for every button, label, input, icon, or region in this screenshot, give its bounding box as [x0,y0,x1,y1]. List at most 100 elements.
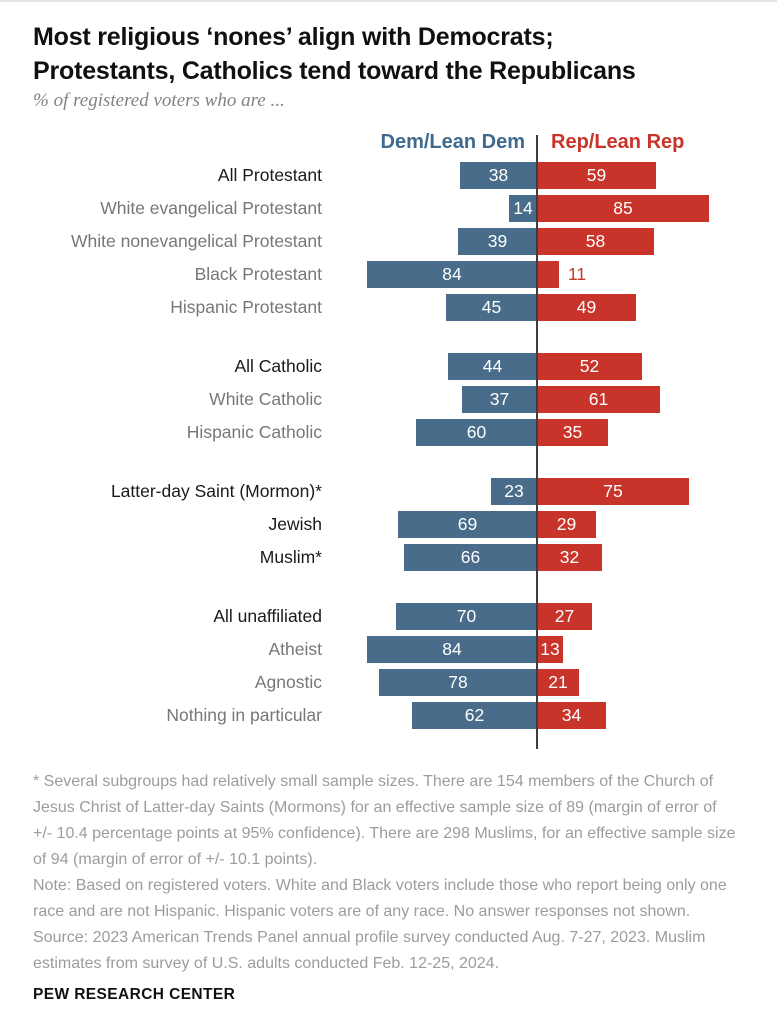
rep-value-label: 61 [588,389,609,409]
dem-bar: 84 [367,636,537,663]
category-label: White nonevangelical Protestant [71,231,322,251]
chart-row: Muslim* 66 32 [0,544,777,571]
chart-group: Latter-day Saint (Mormon)* 23 75 Jewish 69 29… [0,478,777,571]
chart-row: Nothing in particular 62 34 [0,702,777,729]
chart-title: Most religious ‘nones’ align with Democr… [33,20,753,88]
dem-bar: 66 [404,544,537,571]
category-label: All unaffiliated [213,606,322,626]
dem-bar: 44 [448,353,537,380]
dem-bar: 78 [379,669,537,696]
rep-bar: 59 [537,162,656,189]
rep-value-label: 49 [576,297,597,317]
chart-row: All Protestant 38 59 [0,162,777,189]
dem-bar: 38 [460,162,537,189]
footnote-asterisk: * Several subgroups had relatively small… [33,773,736,868]
legend-dem-label: Dem/Lean Dem [380,131,526,153]
chart-group: All Catholic 44 52 White Catholic 37 61 Hispan… [0,353,777,446]
rep-value-label: 13 [540,639,560,659]
rep-value-label: 27 [554,606,575,626]
dem-value-label: 14 [513,198,533,218]
footnotes: * Several subgroups had relatively small… [33,769,739,977]
chart-row: Hispanic Protestant 45 49 [0,294,777,321]
rep-bar: 85 [537,195,709,222]
rep-value-label: 85 [613,198,633,218]
dem-value-label: 70 [456,606,477,626]
rep-value-label: 32 [559,547,580,567]
rep-bar: 29 [537,511,596,538]
chart-group: All Protestant 38 59 White evangelical Prot… [0,162,777,321]
category-label: Muslim* [259,547,322,567]
dem-value-label: 62 [464,705,485,725]
chart-group: All unaffiliated 70 27 Atheist 84 13 Agnostic 7… [0,603,777,729]
chart-title-line2: Protestants, Catholics tend toward the R… [33,57,636,85]
footnote-source: Source: 2023 American Trends Panel annua… [33,929,706,972]
top-border-line [0,0,777,2]
rep-bar: 35 [537,419,608,446]
dem-value-label: 23 [504,481,524,501]
chart-row: White evangelical Protestant 14 85 [0,195,777,222]
rep-value-label: 75 [603,481,623,501]
dem-bar: 45 [446,294,537,321]
rep-bar: 34 [537,702,606,729]
category-label: Jewish [268,514,323,534]
rep-value-label: 52 [579,356,600,376]
footnote-method: Note: Based on registered voters. White … [33,877,727,920]
dem-bar: 84 [367,261,537,288]
dem-value-label: 78 [448,672,468,692]
dem-bar: 37 [462,386,537,413]
category-label: White Catholic [209,389,322,409]
category-label: Agnostic [254,672,322,692]
dem-value-label: 60 [466,422,487,442]
category-label: All Catholic [234,356,322,376]
dem-bar: 60 [416,419,537,446]
dem-value-label: 69 [457,514,478,534]
center-axis-line [536,135,538,749]
dem-bar: 14 [509,195,537,222]
rep-bar: 13 [537,636,563,663]
dem-bar: 23 [491,478,537,505]
rep-bar [537,261,559,288]
category-label: All Protestant [217,165,322,185]
rep-bar: 27 [537,603,592,630]
rep-bar: 21 [537,669,579,696]
category-label: Latter-day Saint (Mormon)* [110,481,322,501]
category-label: Hispanic Protestant [170,297,322,317]
chart-row: White Catholic 37 61 [0,386,777,413]
dem-bar: 62 [412,702,537,729]
rep-value-label: 58 [585,231,606,251]
rep-bar: 32 [537,544,602,571]
rep-bar: 52 [537,353,642,380]
rep-bar: 61 [537,386,660,413]
dem-value-label: 66 [460,547,481,567]
legend-rep-label: Rep/Lean Rep [551,131,685,153]
chart-row: Atheist 84 13 [0,636,777,663]
chart-row: Hispanic Catholic 60 35 [0,419,777,446]
dem-value-label: 45 [481,297,502,317]
chart-row: Jewish 69 29 [0,511,777,538]
dem-bar: 69 [398,511,537,538]
chart-row: All unaffiliated 70 27 [0,603,777,630]
dem-bar: 70 [396,603,537,630]
dem-value-label: 38 [488,165,509,185]
rep-value-label: 59 [586,165,607,185]
chart-rows: All Protestant 38 59 White evangelical Prot… [0,162,777,735]
rep-bar: 49 [537,294,636,321]
dem-value-label: 44 [482,356,503,376]
chart-row: Agnostic 78 21 [0,669,777,696]
dem-value-label: 37 [489,389,510,409]
chart-row: All Catholic 44 52 [0,353,777,380]
chart-title-line1: Most religious ‘nones’ align with Democr… [33,23,554,51]
category-label: Black Protestant [194,264,322,284]
rep-value-label: 29 [556,514,577,534]
rep-value-label: 21 [548,672,568,692]
rep-value-label: 34 [561,705,582,725]
dem-value-label: 39 [487,231,508,251]
rep-value-label: 35 [562,422,583,442]
category-label: Atheist [268,639,323,659]
category-label: Nothing in particular [166,705,322,725]
category-label: Hispanic Catholic [186,422,322,442]
pew-research-center-wordmark: PEW RESEARCH CENTER [33,986,236,1003]
category-label: White evangelical Protestant [100,198,322,218]
dem-value-label: 84 [442,264,462,284]
chart-row: White nonevangelical Protestant 39 58 [0,228,777,255]
